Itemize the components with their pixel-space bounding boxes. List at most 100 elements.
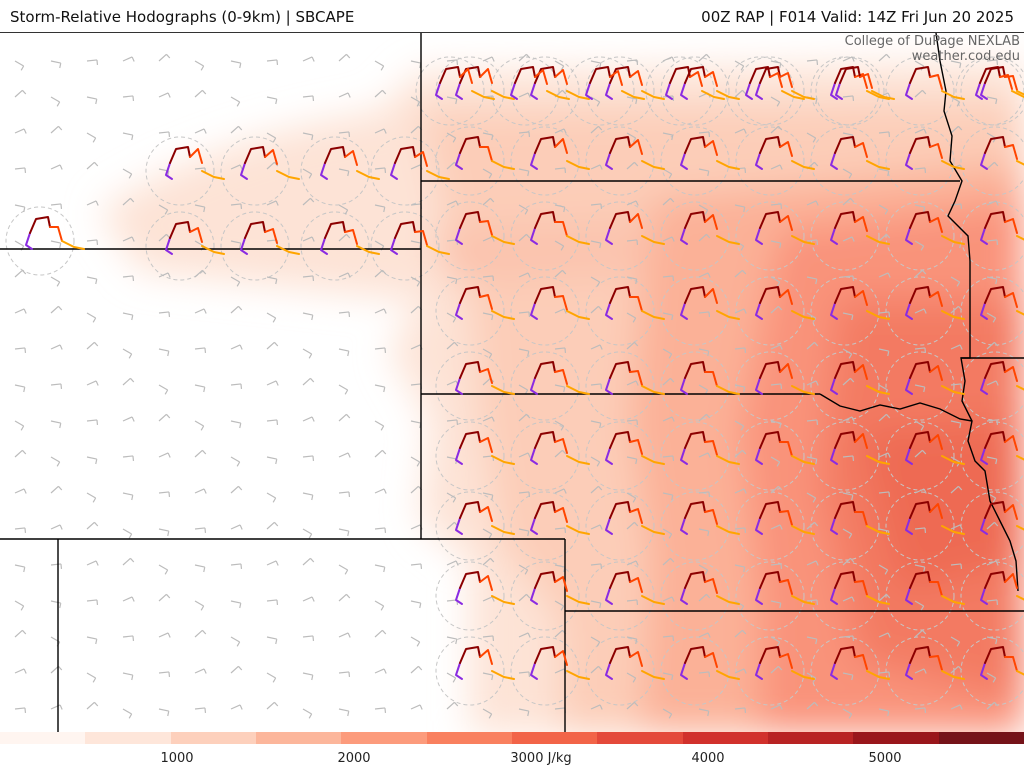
wind-barb [446, 560, 459, 566]
hodograph-segment [1004, 504, 1018, 520]
wind-barb [878, 204, 889, 215]
hodograph-segment [905, 587, 913, 605]
hodograph-segment [701, 90, 725, 100]
hodograph-segment [909, 571, 931, 589]
wind-barb [194, 449, 207, 458]
wind-barb [14, 527, 27, 533]
wind-barb [50, 665, 63, 674]
wind-barb [662, 492, 674, 501]
wind-barb [842, 312, 854, 321]
wind-barb [86, 132, 97, 143]
wind-barb [986, 672, 997, 683]
colorbar-swatch [85, 732, 172, 744]
wind-barb [950, 420, 962, 429]
wind-barb [14, 308, 27, 314]
credit-org: College of DuPage NEXLAB [844, 34, 1020, 49]
range-ring [585, 561, 655, 631]
wind-barb [770, 276, 781, 287]
range-ring [885, 351, 955, 421]
wind-barb [626, 419, 639, 425]
hodograph-segment [941, 310, 965, 320]
credit-url: weather.cod.edu [911, 49, 1020, 64]
hodograph-segment [554, 576, 568, 592]
hodograph-segment [830, 447, 838, 465]
hodograph-segment [530, 377, 538, 395]
hodograph-segment [439, 66, 461, 84]
wind-barb [266, 312, 277, 323]
map-panel[interactable] [0, 32, 1024, 733]
hodograph-segment [459, 431, 481, 449]
hodograph-segment [629, 439, 643, 455]
hodograph-segment [165, 237, 173, 255]
hodograph-segment [264, 149, 278, 165]
wind-barb [698, 53, 711, 62]
hodograph-segment [554, 295, 568, 311]
wind-barb [842, 275, 855, 281]
wind-barb [266, 560, 279, 566]
colorbar-swatch [682, 732, 769, 744]
hodograph-segment [749, 66, 771, 84]
wind-barb [734, 89, 747, 98]
wind-barb [374, 308, 387, 314]
range-ring [960, 126, 1024, 196]
wind-barb [806, 701, 819, 710]
hodograph-segment [554, 650, 568, 666]
hodograph-segment [459, 571, 481, 589]
wind-barb [50, 704, 63, 710]
wind-barb [662, 236, 675, 242]
hodograph-segment [29, 216, 51, 234]
hodograph-segment [755, 447, 763, 465]
range-ring [955, 56, 1024, 126]
wind-barb [158, 311, 171, 317]
wind-barb [410, 60, 422, 69]
hodograph-segment [680, 227, 688, 245]
hodograph-segment [455, 377, 463, 395]
wind-barb [626, 380, 639, 386]
range-ring [810, 421, 880, 491]
wind-barb [158, 204, 169, 215]
wind-barb [446, 672, 457, 683]
wind-barb [338, 53, 351, 62]
wind-barb [806, 599, 819, 605]
wind-barb [590, 240, 602, 249]
hodograph-segment [975, 82, 983, 100]
hodograph-segment [684, 431, 706, 449]
range-ring [585, 491, 655, 561]
hodograph-segment [554, 369, 568, 385]
wind-barb [770, 665, 783, 674]
wind-barb [842, 528, 853, 539]
wind-barb [734, 128, 747, 134]
hodograph-segment [491, 160, 515, 170]
wind-barb [554, 600, 565, 611]
hodograph-segment [240, 237, 248, 255]
state-borders [0, 33, 1024, 733]
wind-barb [446, 132, 457, 143]
range-ring [960, 561, 1024, 631]
range-ring [885, 561, 955, 631]
hodograph-segment [566, 595, 590, 605]
hodograph-segment [716, 160, 740, 170]
wind-barb [842, 236, 855, 242]
wind-barb [230, 524, 243, 530]
wind-barb [950, 96, 961, 107]
wind-barb [194, 600, 205, 611]
wind-barb [446, 96, 458, 105]
wind-barb [482, 168, 493, 179]
range-ring [585, 126, 655, 196]
wind-barb [338, 204, 349, 215]
wind-barb [662, 56, 675, 62]
hodograph-segment [871, 90, 895, 100]
hodograph-segment [471, 90, 495, 100]
hodograph-segment [680, 517, 688, 535]
wind-barb [590, 636, 601, 647]
wind-barb [302, 197, 315, 206]
wind-barb [302, 596, 315, 602]
wind-barb [734, 449, 747, 458]
wind-barb [734, 629, 747, 638]
hodograph-segment [905, 152, 913, 170]
hodograph-segment [534, 286, 556, 304]
hodograph-segment [530, 227, 538, 245]
hodograph-segment [1004, 292, 1018, 308]
wind-barb [446, 419, 459, 425]
hodograph-segment [426, 170, 450, 180]
